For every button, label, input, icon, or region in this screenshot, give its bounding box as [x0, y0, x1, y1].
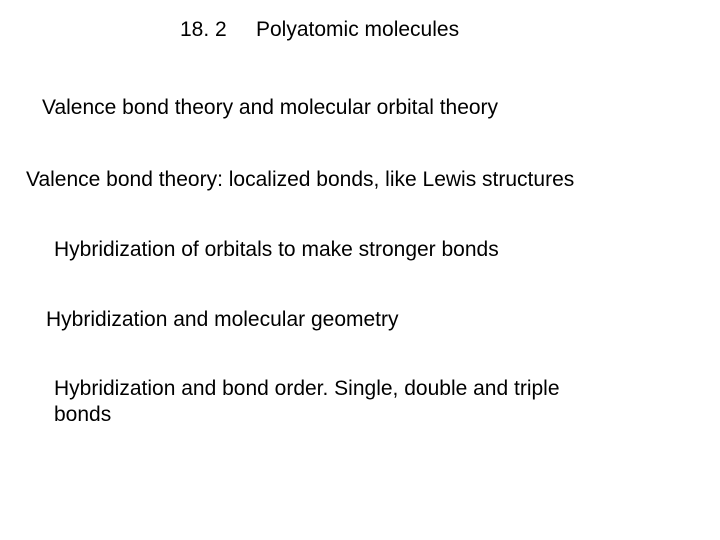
section-title: Polyatomic molecules	[256, 18, 459, 42]
body-line-4: Hybridization and molecular geometry	[46, 308, 399, 332]
body-line-3: Hybridization of orbitals to make strong…	[54, 238, 499, 262]
section-number: 18. 2	[180, 18, 227, 42]
body-line-5: Hybridization and bond order. Single, do…	[54, 376, 614, 429]
body-line-1: Valence bond theory and molecular orbita…	[42, 96, 498, 120]
slide: 18. 2 Polyatomic molecules Valence bond …	[0, 0, 720, 540]
body-line-2: Valence bond theory: localized bonds, li…	[26, 168, 574, 192]
